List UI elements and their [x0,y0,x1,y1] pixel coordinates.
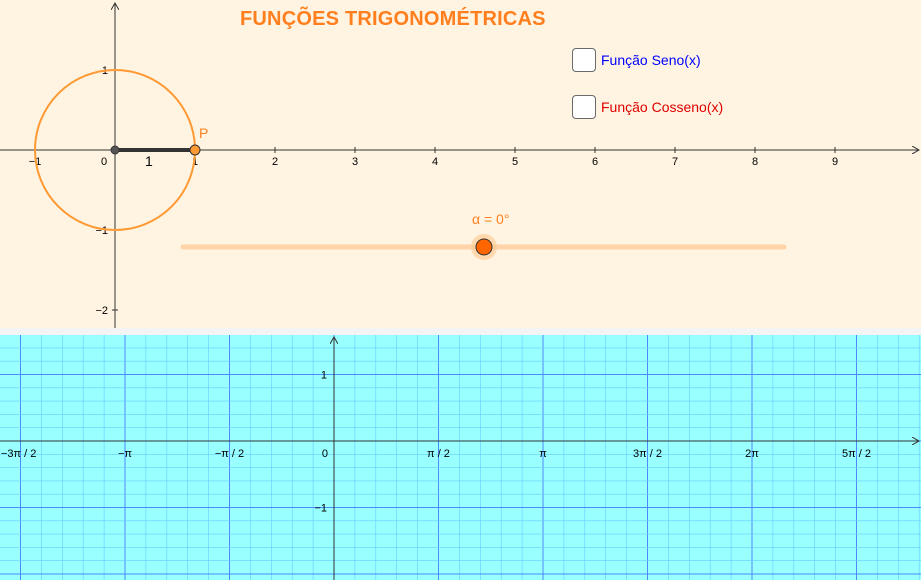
trig-circle-view[interactable]: −1 0 1 2 3 4 5 6 7 8 9 1 −1 −2 P 1 FUNÇÕES TRIGONOMÉ… [0,0,921,328]
upper-x-tick-label: 9 [832,156,838,168]
upper-x-tick-label: 0 [101,156,107,168]
cosine-checkbox-box[interactable] [572,95,596,119]
segment-length-label: 1 [145,153,153,169]
point-p-label: P [199,125,208,141]
alpha-slider-handle[interactable] [475,238,493,256]
origin-point[interactable] [110,145,120,155]
page-title: FUNÇÕES TRIGONOMÉTRICAS [240,8,546,30]
lower-x-tick-label: π / 2 [427,448,450,460]
point-p[interactable] [189,144,201,156]
sine-checkbox-box[interactable] [572,48,596,72]
alpha-slider-label: α = 0° [472,211,510,227]
lower-y-tick-label: −1 [314,503,327,515]
upper-x-tick-label: 2 [272,156,278,168]
lower-x-tick-label: 2π [745,448,759,460]
upper-graphics-svg: −1 0 1 2 3 4 5 6 7 8 9 1−1−2 P 1 [0,0,921,328]
lower-x-tick-label: 3π / 2 [633,448,662,460]
lower-x-tick-label: π [539,448,547,460]
cosine-checkbox[interactable]: Função Cosseno(x) [572,95,723,119]
upper-x-tick-label: 4 [432,156,438,168]
upper-x-tick-label: 6 [592,156,598,168]
lower-graphics-svg: −3π / 2 −π −π / 2 0 π / 2 π 3π / 2 2π 5π / 2 1 −1 [0,335,921,580]
upper-x-tick-label: 7 [672,156,678,168]
upper-x-tick-label: 3 [352,156,358,168]
lower-x-tick-label: −π [118,448,132,460]
sine-checkbox-label[interactable]: Função Seno(x) [601,52,701,68]
upper-x-tick-label: 5 [512,156,518,168]
view-divider[interactable] [0,328,921,335]
function-graph-view[interactable]: −3π / 2 −π −π / 2 0 π / 2 π 3π / 2 2π 5π / 2 1 −1 [0,335,921,580]
upper-y-tick-label: −1 [95,225,108,237]
sine-checkbox[interactable]: Função Seno(x) [572,48,701,72]
lower-x-tick-label: −π / 2 [215,448,244,460]
upper-y-tick-label: −2 [95,305,108,317]
upper-x-tick-label: 8 [752,156,758,168]
lower-x-tick-label: 0 [322,448,328,460]
lower-y-tick-label: 1 [321,370,327,382]
lower-x-tick-label: 5π / 2 [842,448,871,460]
cosine-checkbox-label[interactable]: Função Cosseno(x) [601,99,724,115]
lower-x-tick-label: −3π / 2 [1,448,36,460]
